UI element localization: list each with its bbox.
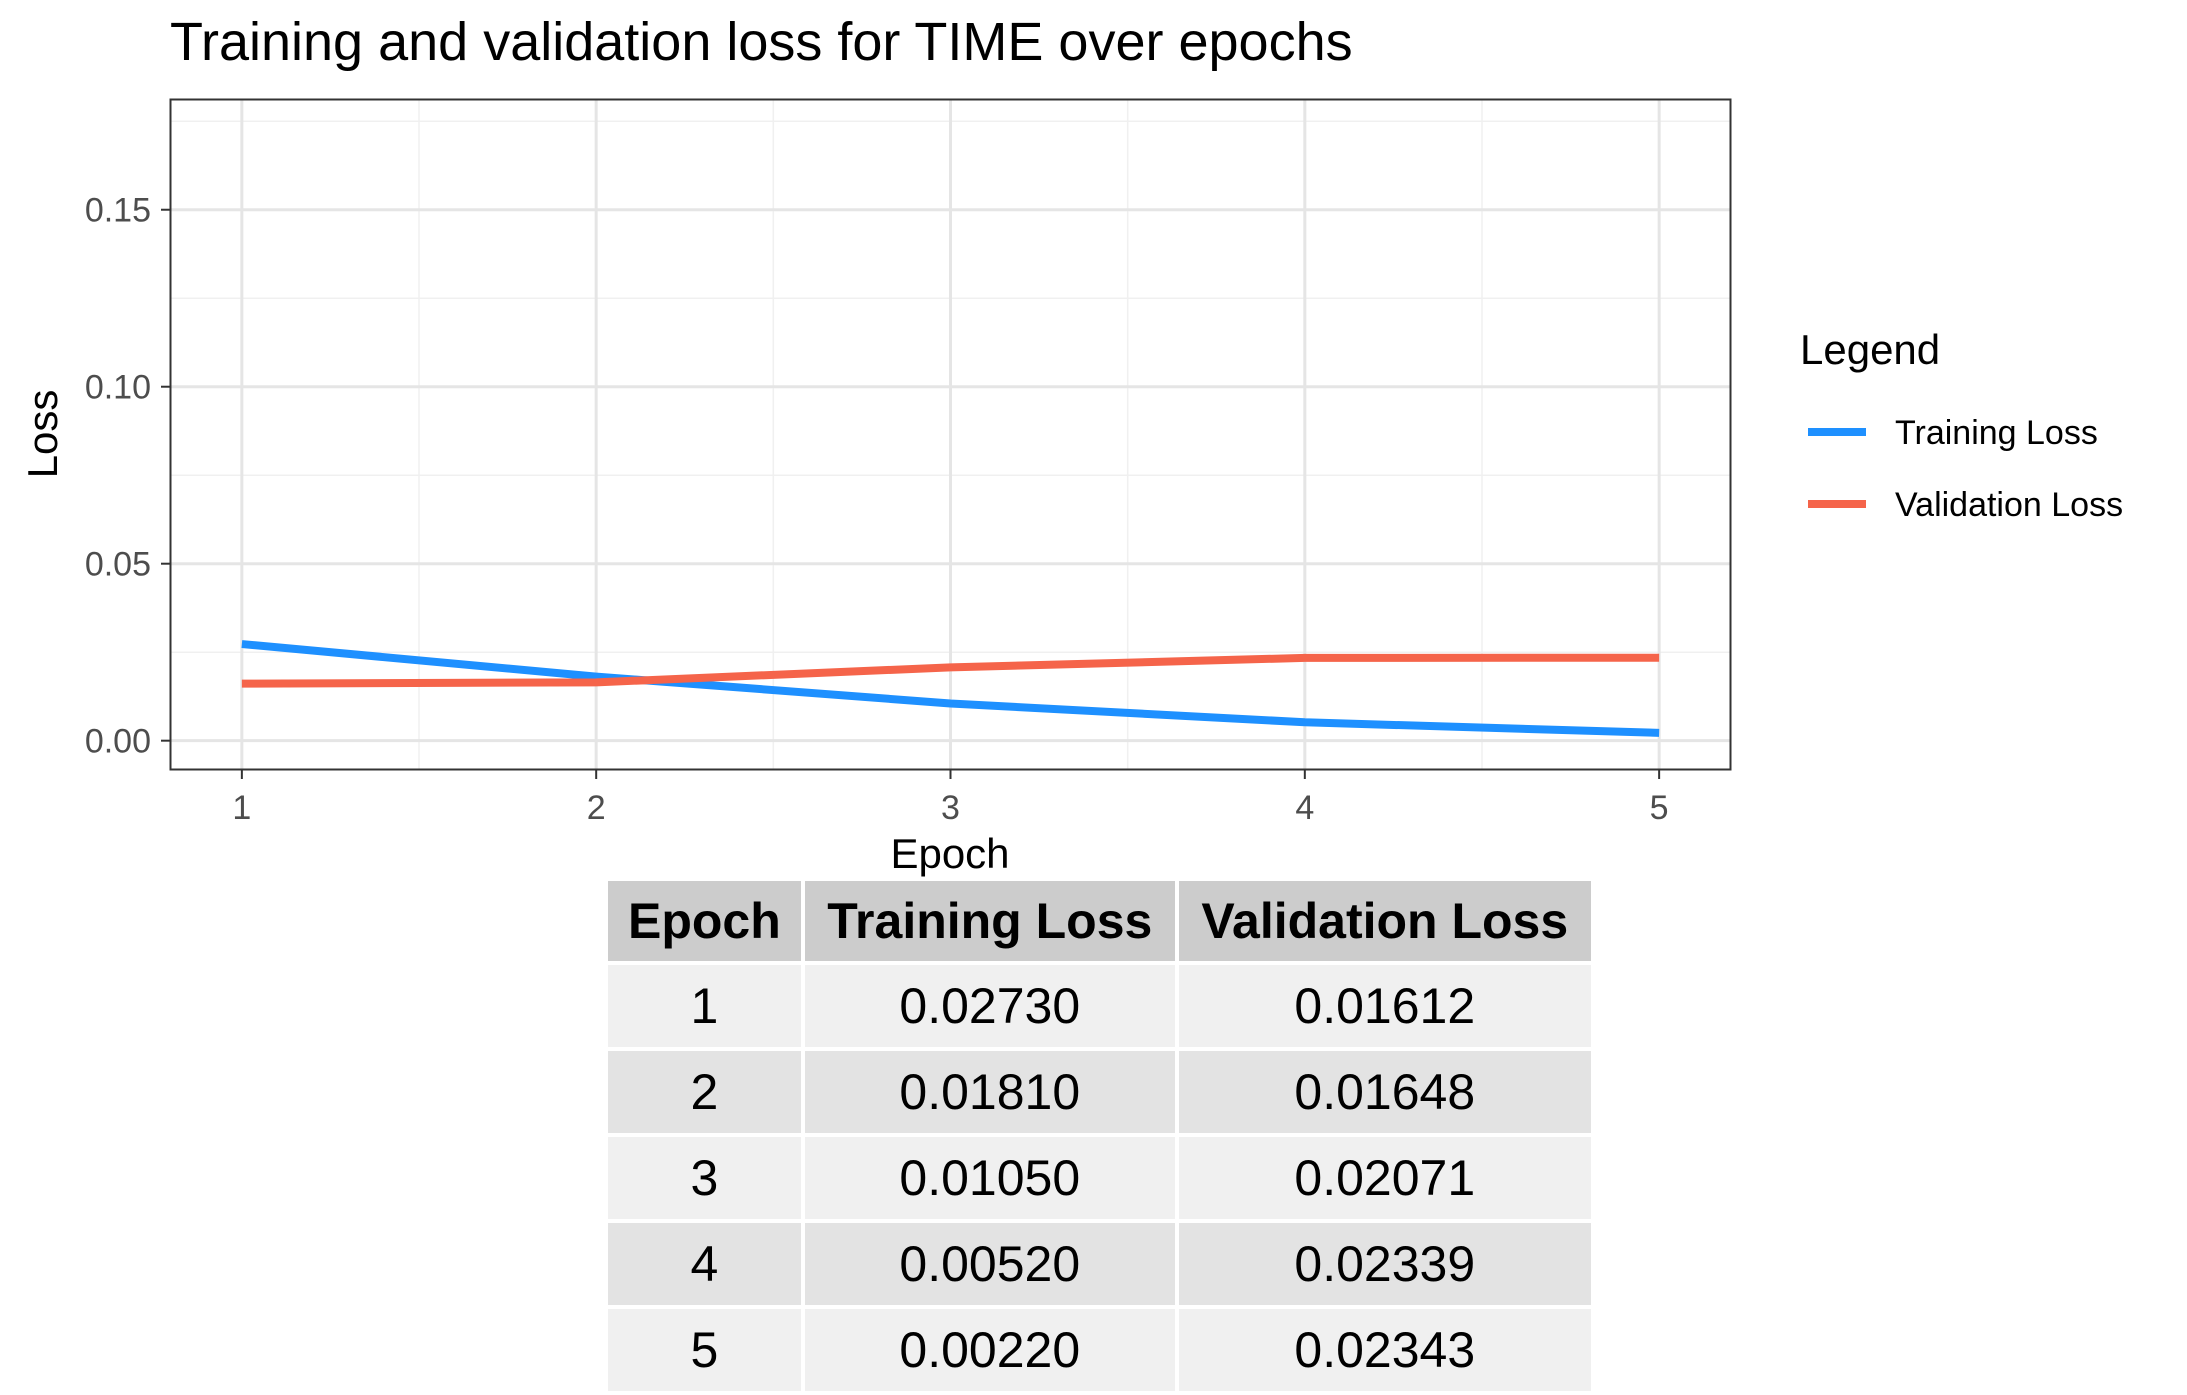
table-cell-training-loss: 0.01050	[804, 1137, 1175, 1219]
legend-label-validation-loss: Validation Loss	[1895, 486, 2123, 524]
x-tick-label: 4	[1295, 789, 1314, 827]
table-cell-epoch: 4	[608, 1223, 801, 1305]
series-line-validation-loss	[241, 653, 1660, 688]
x-axis-label: Epoch	[890, 830, 1009, 877]
series-line-training-loss	[241, 640, 1660, 737]
table-cell-epoch: 3	[608, 1137, 801, 1219]
y-tick-label: 0.15	[85, 192, 151, 230]
column-header-epoch: Epoch	[608, 881, 801, 961]
table-cell-training-loss: 0.00520	[804, 1223, 1175, 1305]
table-row: 4 0.00520 0.02339	[608, 1223, 1591, 1305]
x-tick-label: 5	[1650, 789, 1669, 827]
table-cell-validation-loss: 0.01648	[1178, 1051, 1591, 1133]
table-row: 1 0.02730 0.01612	[608, 965, 1591, 1047]
table-cell-validation-loss: 0.02071	[1178, 1137, 1591, 1219]
loss-table: Epoch Training Loss Validation Loss 1 0.…	[604, 877, 1595, 1395]
y-axis-ticks: 0.00 0.05 0.10 0.15	[85, 192, 171, 761]
table-row: 3 0.01050 0.02071	[608, 1137, 1591, 1219]
legend-title: Legend	[1800, 326, 1940, 373]
chart-title: Training and validation loss for TIME ov…	[170, 12, 1353, 72]
table-cell-validation-loss: 0.02343	[1178, 1309, 1591, 1391]
plot-grid	[171, 100, 1730, 769]
table-cell-training-loss: 0.00220	[804, 1309, 1175, 1391]
table-header-row: Epoch Training Loss Validation Loss	[608, 881, 1591, 961]
x-tick-label: 2	[587, 789, 606, 827]
plot-panel-border	[169, 98, 1732, 771]
loss-chart: Training and validation loss for TIME ov…	[19, 12, 2123, 877]
table-cell-epoch: 1	[608, 965, 801, 1047]
legend-label-training-loss: Training Loss	[1895, 414, 2098, 452]
column-header-validation-loss: Validation Loss	[1178, 881, 1591, 961]
legend: Legend Training Loss Validation Loss	[1800, 326, 2123, 524]
column-header-training-loss: Training Loss	[804, 881, 1175, 961]
table-cell-validation-loss: 0.02339	[1178, 1223, 1591, 1305]
y-tick-label: 0.00	[85, 723, 151, 761]
y-tick-label: 0.10	[85, 369, 151, 407]
table-cell-training-loss: 0.02730	[804, 965, 1175, 1047]
y-tick-label: 0.05	[85, 546, 151, 584]
table-row: 5 0.00220 0.02343	[608, 1309, 1591, 1391]
table-cell-training-loss: 0.01810	[804, 1051, 1175, 1133]
y-axis-label: Loss	[19, 390, 66, 479]
table-cell-epoch: 2	[608, 1051, 801, 1133]
series-lines	[241, 640, 1660, 737]
x-axis-ticks: 1 2 3 4 5	[232, 769, 1669, 827]
x-tick-label: 1	[232, 789, 251, 827]
table-row: 2 0.01810 0.01648	[608, 1051, 1591, 1133]
table-cell-validation-loss: 0.01612	[1178, 965, 1591, 1047]
x-tick-label: 3	[941, 789, 960, 827]
table-cell-epoch: 5	[608, 1309, 801, 1391]
